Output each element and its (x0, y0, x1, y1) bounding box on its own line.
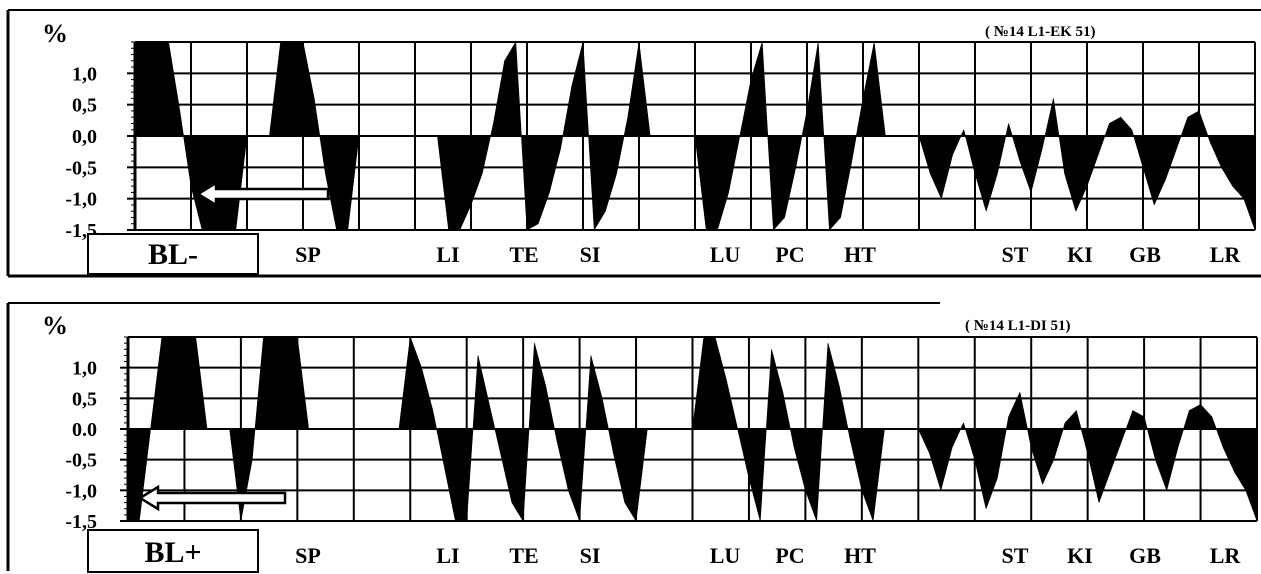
y-tick-label: -0,5 (65, 450, 97, 472)
left-arrow-icon (137, 484, 287, 512)
badge-box (87, 233, 259, 275)
category-label: HT (844, 543, 876, 568)
category-label: HT (844, 242, 876, 267)
y-tick-label: -1,5 (65, 511, 97, 533)
badge-label: BL+ (144, 536, 201, 569)
annotation-label: ( №14 L1-EK 51) (985, 24, 1096, 40)
y-tick-label: 0,5 (72, 95, 97, 117)
y-tick-label: 0,5 (72, 388, 97, 410)
category-label: SI (580, 242, 601, 267)
y-tick-label: -0,5 (65, 157, 97, 179)
category-label: SP (295, 242, 321, 267)
category-label: LI (436, 543, 459, 568)
category-label: LU (710, 543, 741, 568)
category-label: SI (580, 543, 601, 568)
y-axis-label: % (42, 19, 68, 48)
category-label: ST (1002, 242, 1029, 267)
category-label: PC (775, 242, 804, 267)
category-label: GB (1129, 242, 1161, 267)
category-label: KI (1067, 543, 1093, 568)
category-label: GB (1129, 543, 1161, 568)
y-tick-label: 0.0 (72, 419, 97, 441)
y-tick-label: 1,0 (72, 63, 97, 85)
chart-panel-2: 1,0 0,5 0.0 -0,5 -1,0 -1,5% ( №14 L1-DI 51) BL+… (6, 302, 1258, 573)
category-label: TE (509, 543, 538, 568)
category-label: ST (1002, 543, 1029, 568)
category-label: TE (509, 242, 538, 267)
category-label: KI (1067, 242, 1093, 267)
y-tick-label: 1,0 (72, 358, 97, 380)
category-label: LR (1210, 242, 1242, 267)
category-label: LR (1210, 543, 1242, 568)
category-label: LU (710, 242, 741, 267)
left-arrow-icon (195, 180, 330, 208)
category-label: LI (436, 242, 459, 267)
y-tick-label: -1,0 (65, 480, 97, 502)
badge-label: BL- (148, 238, 198, 271)
category-label: PC (775, 543, 804, 568)
chart-panel-1: 1,00,50,0-0,5-1,0-1,5%( №14 L1-EK 51)BL-… (6, 9, 1261, 278)
annotation-label: ( №14 L1-DI 51) (965, 318, 1070, 334)
y-tick-label: 0,0 (72, 126, 97, 148)
category-label: SP (295, 543, 321, 568)
badge-box (87, 529, 259, 573)
y-tick-label: -1,0 (65, 189, 97, 211)
y-axis-label: % (42, 311, 68, 340)
